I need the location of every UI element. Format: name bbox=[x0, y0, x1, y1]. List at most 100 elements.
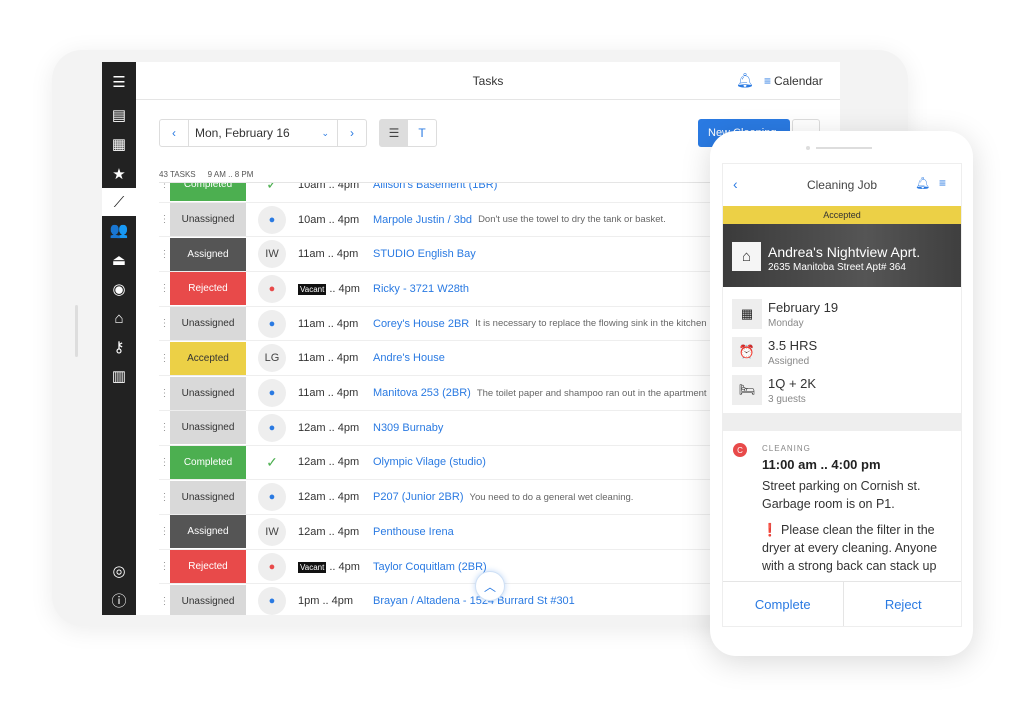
bell-icon[interactable]: 🔔︎ bbox=[915, 176, 931, 190]
drag-handle[interactable]: ⋮ bbox=[159, 214, 170, 226]
task-name[interactable]: Taylor Coquitlam (2BR) bbox=[373, 560, 487, 573]
task-row[interactable]: ⋮ Accepted LG 11am .. 4pm Andre's House bbox=[159, 341, 840, 377]
task-name[interactable]: Brayan / Altadena - 1524 Burrard St #301 bbox=[373, 595, 575, 608]
task-name[interactable]: Penthouse Irena bbox=[373, 525, 454, 538]
task-name[interactable]: Allison's Basement (1BR) bbox=[373, 182, 498, 191]
drag-handle[interactable]: ⋮ bbox=[159, 422, 170, 434]
broom-icon[interactable]: ⟋ bbox=[102, 188, 136, 216]
calendar-icon[interactable]: ▦ bbox=[111, 136, 127, 153]
calendar-search-icon: ≡ bbox=[764, 74, 772, 88]
service-bell-icon[interactable]: ⏏ bbox=[111, 252, 127, 269]
drag-handle[interactable]: ⋮ bbox=[159, 491, 170, 503]
task-row[interactable]: ⋮ Unassigned ● 12am .. 4pm P207 (Junior 2… bbox=[159, 480, 840, 515]
status-badge[interactable]: Unassigned bbox=[170, 411, 246, 445]
person-icon[interactable]: ● bbox=[258, 587, 286, 615]
status-badge[interactable]: Unassigned bbox=[170, 376, 246, 410]
task-name[interactable]: P207 (Junior 2BR) bbox=[373, 491, 464, 504]
task-name[interactable]: Ricky - 3721 W28th bbox=[373, 282, 469, 295]
task-row[interactable]: ⋮ Unassigned ● 12am .. 4pm N309 Burnaby bbox=[159, 411, 840, 446]
task-row[interactable]: ⋮ Completed ✓ 10am .. 4pm Allison's Basem… bbox=[159, 182, 840, 203]
drag-handle[interactable]: ⋮ bbox=[159, 456, 170, 468]
task-time: 11am .. 4pm bbox=[298, 387, 359, 400]
task-row[interactable]: ⋮ Unassigned ● 11am .. 4pm Manitova 253 (… bbox=[159, 376, 840, 411]
avatar[interactable]: IW bbox=[258, 240, 286, 269]
prev-day-button[interactable]: ‹ bbox=[172, 126, 176, 140]
status-badge[interactable]: Assigned bbox=[170, 515, 246, 549]
date-picker: ‹ Mon, February 16 ⌄ › bbox=[159, 119, 367, 147]
star-icon[interactable]: ★ bbox=[112, 166, 126, 183]
task-name[interactable]: Manitova 253 (2BR) bbox=[373, 387, 471, 400]
lifebuoy-icon[interactable]: ◎ bbox=[112, 563, 126, 580]
filter-search-icon[interactable]: ≡ bbox=[939, 176, 947, 190]
chevron-down-icon: ⌄ bbox=[321, 127, 329, 138]
job-date: February 19 bbox=[768, 300, 839, 315]
reject-button[interactable]: Reject bbox=[842, 582, 962, 626]
drag-handle[interactable]: ⋮ bbox=[159, 182, 170, 191]
person-icon[interactable]: ● bbox=[258, 274, 286, 303]
task-row[interactable]: ⋮ Assigned IW 11am .. 4pm STUDIO English … bbox=[159, 237, 840, 273]
task-row[interactable]: ⋮ Assigned IW 12am .. 4pm Penthouse Irena bbox=[159, 515, 840, 550]
person-icon[interactable]: ● bbox=[258, 483, 286, 512]
date-select[interactable]: Mon, February 16 ⌄ bbox=[188, 120, 338, 146]
scroll-up-button[interactable]: ︿ bbox=[475, 571, 505, 601]
task-name[interactable]: Corey's House 2BR bbox=[373, 317, 470, 330]
timeline-view-button[interactable]: T bbox=[418, 126, 426, 140]
back-icon[interactable]: ‹ bbox=[733, 176, 738, 192]
speaker bbox=[816, 147, 872, 149]
avatar[interactable]: LG bbox=[258, 344, 286, 373]
info-icon[interactable]: ⓘ bbox=[111, 592, 127, 610]
home-icon[interactable]: ⌂ bbox=[114, 309, 124, 327]
status-badge[interactable]: Rejected bbox=[170, 272, 246, 306]
task-name[interactable]: N309 Burnaby bbox=[373, 421, 444, 434]
calendar-link[interactable]: ≡ Calendar bbox=[764, 74, 823, 88]
status-badge[interactable]: Completed bbox=[170, 445, 246, 479]
drag-handle[interactable]: ⋮ bbox=[159, 526, 170, 538]
drag-handle[interactable]: ⋮ bbox=[159, 387, 170, 399]
status-badge: Accepted bbox=[723, 206, 961, 224]
status-badge[interactable]: Unassigned bbox=[170, 480, 246, 514]
task-row[interactable]: ⋮ Unassigned ● 1pm .. 4pm Brayan / Altade… bbox=[159, 584, 840, 615]
drag-handle[interactable]: ⋮ bbox=[159, 352, 170, 364]
chat-icon[interactable]: ▤ bbox=[111, 107, 127, 124]
menu-icon[interactable]: ☰ bbox=[112, 74, 126, 91]
key-icon[interactable]: ⚷ bbox=[113, 339, 125, 356]
status-badge[interactable]: Completed bbox=[170, 183, 246, 202]
task-name[interactable]: Andre's House bbox=[373, 352, 445, 365]
drag-handle[interactable]: ⋮ bbox=[159, 283, 170, 295]
task-row[interactable]: ⋮ Unassigned ● 10am .. 4pm Marpole Justin… bbox=[159, 203, 840, 238]
task-name[interactable]: Olympic Vilage (studio) bbox=[373, 456, 486, 469]
task-time: 12am .. 4pm bbox=[298, 456, 360, 469]
next-day-button[interactable]: › bbox=[350, 126, 354, 140]
person-icon[interactable]: ● bbox=[258, 205, 286, 234]
task-row[interactable]: ⋮ Unassigned ● 11am .. 4pm Corey's House … bbox=[159, 307, 840, 342]
drag-handle[interactable]: ⋮ bbox=[159, 561, 170, 573]
task-row[interactable]: ⋮ Completed ✓ 12am .. 4pm Olympic Vilage … bbox=[159, 445, 840, 481]
task-row[interactable]: ⋮ Rejected ● Vacant .. 4pm Ricky - 3721 W… bbox=[159, 272, 840, 307]
status-badge[interactable]: Accepted bbox=[170, 341, 246, 375]
bell-icon[interactable]: 🔔︎ bbox=[736, 72, 754, 88]
bar-chart-icon[interactable]: ▥ bbox=[111, 368, 127, 385]
person-icon[interactable]: ● bbox=[258, 379, 286, 408]
list-view-button[interactable]: ☰ bbox=[380, 120, 408, 146]
job-details: ▦ February 19 Monday ⏰ 3.5 HRS Assigned … bbox=[723, 287, 961, 413]
person-icon[interactable]: ● bbox=[258, 309, 286, 338]
phone-title: Cleaning Job bbox=[806, 178, 878, 192]
status-badge[interactable]: Rejected bbox=[170, 550, 246, 584]
status-badge[interactable]: Assigned bbox=[170, 237, 246, 271]
sidebar: ☰ ▤ ▦ ★ ⟋ 👥 ⏏ ◉ ⌂ ⚷ ▥ ◎ ⓘ bbox=[102, 62, 136, 615]
task-name[interactable]: STUDIO English Bay bbox=[373, 248, 476, 261]
person-icon[interactable]: ● bbox=[258, 552, 286, 581]
people-icon[interactable]: 👥 bbox=[109, 222, 129, 239]
status-badge[interactable]: Unassigned bbox=[170, 584, 246, 615]
drag-handle[interactable]: ⋮ bbox=[159, 248, 170, 260]
header: Tasks 🔔︎ ≡ Calendar bbox=[136, 62, 840, 100]
task-name[interactable]: Marpole Justin / 3bd bbox=[373, 213, 473, 226]
status-badge[interactable]: Unassigned bbox=[170, 203, 246, 237]
drag-handle[interactable]: ⋮ bbox=[159, 595, 170, 607]
drag-handle[interactable]: ⋮ bbox=[159, 318, 170, 330]
user-circle-icon[interactable]: ◉ bbox=[112, 281, 126, 298]
complete-button[interactable]: Complete bbox=[754, 596, 811, 612]
person-icon[interactable]: ● bbox=[258, 413, 286, 442]
status-badge[interactable]: Unassigned bbox=[170, 307, 246, 341]
avatar[interactable]: IW bbox=[258, 517, 286, 546]
